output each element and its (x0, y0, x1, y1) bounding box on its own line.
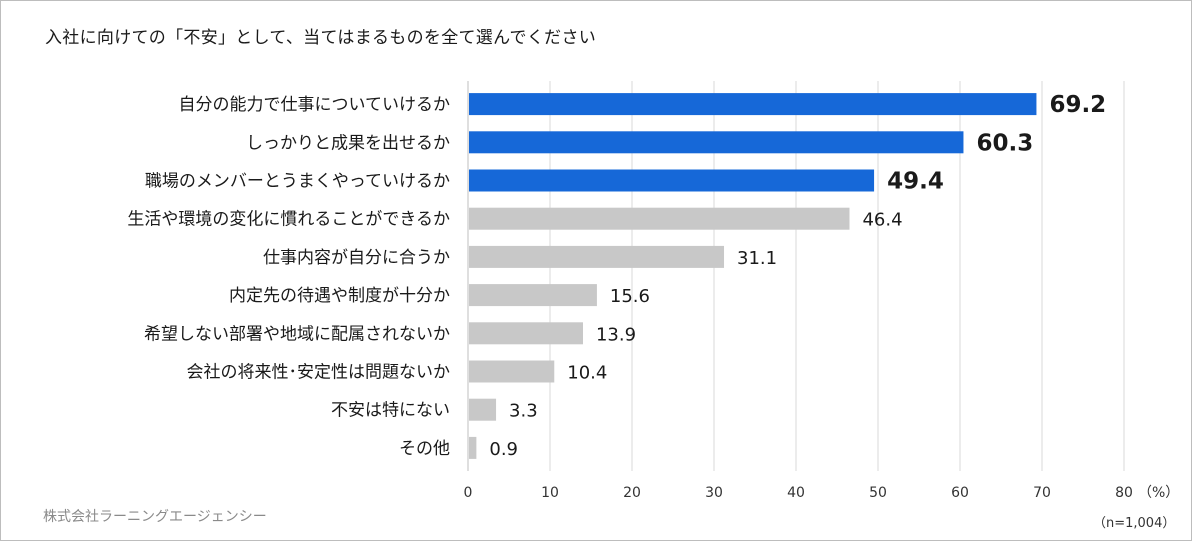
bar (469, 169, 875, 192)
x-tick-label: 40 (787, 485, 805, 501)
value-label: 10.4 (567, 363, 607, 384)
category-label: 仕事内容が自分に合うか (263, 248, 450, 268)
x-tick-label: 60 (951, 485, 969, 501)
x-tick-label: 20 (623, 485, 641, 501)
value-label: 46.4 (862, 210, 902, 231)
value-label: 60.3 (976, 130, 1033, 156)
value-label: 0.9 (489, 439, 518, 460)
labels: 0 10 20 30 40 50 60 70 80 （%） 自分の能力で仕事についていけるか 69.2… (127, 92, 1179, 501)
value-label: 15.6 (610, 286, 650, 307)
gridlines (467, 81, 1125, 471)
value-label: 31.1 (737, 248, 777, 269)
category-label: 内定先の待遇や制度が十分か (229, 286, 450, 306)
source-credit: 株式会社ラーニングエージェンシー (43, 509, 267, 525)
chart-title: 入社に向けての「不安」として、当てはまるものを全て選んでください (45, 28, 597, 48)
sample-size: （n=1,004） (1093, 516, 1176, 531)
category-label: しっかりと成果を出せるか (246, 133, 450, 153)
category-label: 会社の将来性･安定性は問題ないか (187, 363, 451, 383)
category-label: 自分の能力で仕事についていけるか (179, 95, 451, 115)
bar (469, 131, 964, 154)
bar (469, 398, 497, 421)
bar (469, 322, 583, 345)
x-unit-label: （%） (1138, 485, 1179, 501)
value-label: 13.9 (596, 324, 636, 345)
x-tick-label: 10 (541, 485, 559, 501)
category-label: 希望しない部署や地域に配属されないか (144, 324, 450, 344)
bar (469, 245, 725, 268)
category-label: 生活や環境の変化に慣れることができるか (127, 210, 450, 230)
bar (469, 207, 850, 230)
bars (469, 93, 1037, 459)
bar (469, 93, 1037, 116)
bar (469, 360, 555, 383)
value-label: 49.4 (887, 169, 944, 195)
x-tick-label: 0 (464, 485, 473, 501)
value-label: 3.3 (509, 401, 538, 422)
bar (469, 284, 597, 307)
bar (469, 436, 477, 459)
x-tick-label: 30 (705, 485, 723, 501)
category-label: 不安は特にない (331, 401, 450, 421)
category-label: 職場のメンバーとうまくやっていけるか (145, 172, 450, 192)
x-tick-label: 80 (1115, 485, 1133, 501)
x-tick-label: 50 (869, 485, 887, 501)
value-label: 69.2 (1049, 92, 1106, 118)
category-label: その他 (399, 439, 450, 459)
x-tick-label: 70 (1033, 485, 1051, 501)
